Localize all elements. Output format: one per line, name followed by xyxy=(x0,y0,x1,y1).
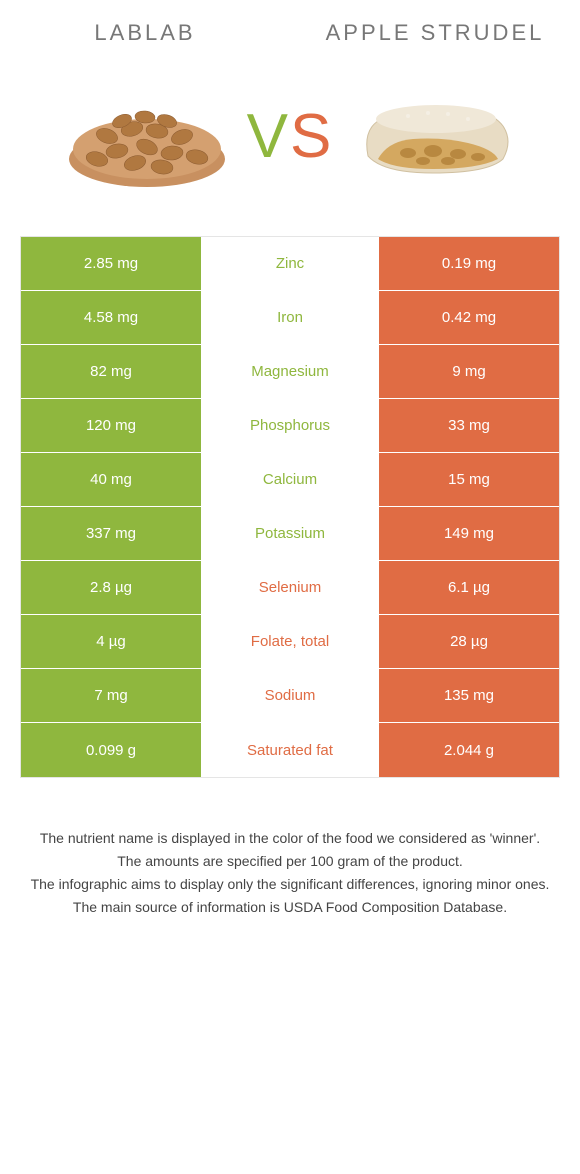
table-row: 4.58 mgIron0.42 mg xyxy=(21,291,559,345)
table-row: 82 mgMagnesium9 mg xyxy=(21,345,559,399)
header-titles: Lablab Apple strudel xyxy=(0,0,580,56)
nutrient-name-cell: Phosphorus xyxy=(201,399,379,452)
left-value-cell: 0.099 g xyxy=(21,723,201,777)
left-value-cell: 40 mg xyxy=(21,453,201,506)
right-food-title: Apple strudel xyxy=(290,20,580,46)
right-value-cell: 149 mg xyxy=(379,507,559,560)
nutrient-name-cell: Folate, total xyxy=(201,615,379,668)
left-value-cell: 120 mg xyxy=(21,399,201,452)
right-value-cell: 15 mg xyxy=(379,453,559,506)
table-row: 2.8 µgSelenium6.1 µg xyxy=(21,561,559,615)
vs-section: VS xyxy=(0,56,580,236)
vs-letter-v: V xyxy=(247,101,290,172)
nutrient-name-cell: Magnesium xyxy=(201,345,379,398)
table-row: 120 mgPhosphorus33 mg xyxy=(21,399,559,453)
footer-line: The infographic aims to display only the… xyxy=(30,874,550,895)
right-value-cell: 9 mg xyxy=(379,345,559,398)
vs-letter-s: S xyxy=(290,101,333,172)
right-value-cell: 2.044 g xyxy=(379,723,559,777)
right-value-cell: 0.42 mg xyxy=(379,291,559,344)
nutrient-name-cell: Zinc xyxy=(201,237,379,290)
nutrient-name-cell: Selenium xyxy=(201,561,379,614)
footer-line: The amounts are specified per 100 gram o… xyxy=(30,851,550,872)
nutrient-name-cell: Saturated fat xyxy=(201,723,379,777)
left-value-cell: 337 mg xyxy=(21,507,201,560)
left-value-cell: 4.58 mg xyxy=(21,291,201,344)
table-row: 2.85 mgZinc0.19 mg xyxy=(21,237,559,291)
right-value-cell: 28 µg xyxy=(379,615,559,668)
table-row: 337 mgPotassium149 mg xyxy=(21,507,559,561)
table-row: 4 µgFolate, total28 µg xyxy=(21,615,559,669)
vs-label: VS xyxy=(247,101,334,172)
right-value-cell: 6.1 µg xyxy=(379,561,559,614)
nutrient-name-cell: Iron xyxy=(201,291,379,344)
right-value-cell: 0.19 mg xyxy=(379,237,559,290)
table-row: 40 mgCalcium15 mg xyxy=(21,453,559,507)
table-row: 7 mgSodium135 mg xyxy=(21,669,559,723)
left-food-image xyxy=(57,76,237,196)
nutrient-name-cell: Calcium xyxy=(201,453,379,506)
right-value-cell: 33 mg xyxy=(379,399,559,452)
left-value-cell: 82 mg xyxy=(21,345,201,398)
nutrient-comparison-table: 2.85 mgZinc0.19 mg4.58 mgIron0.42 mg82 m… xyxy=(20,236,560,778)
right-food-image xyxy=(343,76,523,196)
footer-line: The main source of information is USDA F… xyxy=(30,897,550,918)
nutrient-name-cell: Potassium xyxy=(201,507,379,560)
left-value-cell: 2.8 µg xyxy=(21,561,201,614)
table-row: 0.099 gSaturated fat2.044 g xyxy=(21,723,559,777)
right-value-cell: 135 mg xyxy=(379,669,559,722)
left-food-title: Lablab xyxy=(0,20,290,46)
footer-line: The nutrient name is displayed in the co… xyxy=(30,828,550,849)
strudel-icon xyxy=(348,81,518,191)
left-value-cell: 2.85 mg xyxy=(21,237,201,290)
footer-notes: The nutrient name is displayed in the co… xyxy=(30,828,550,918)
left-value-cell: 4 µg xyxy=(21,615,201,668)
nutrient-name-cell: Sodium xyxy=(201,669,379,722)
beans-icon xyxy=(57,81,237,191)
left-value-cell: 7 mg xyxy=(21,669,201,722)
